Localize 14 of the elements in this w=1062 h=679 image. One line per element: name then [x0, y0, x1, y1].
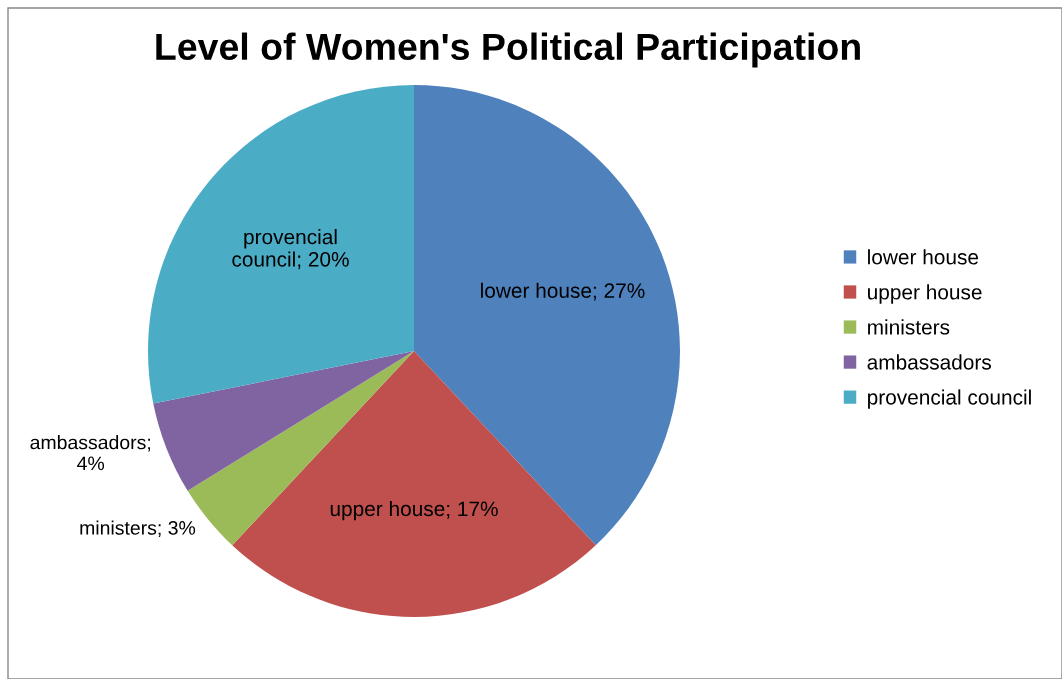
- data-label: ambassadors; 4%: [30, 435, 151, 471]
- pie-slice: [153, 351, 414, 491]
- legend-label: lower house: [868, 249, 979, 265]
- chart-title: Level of Women's Political Participation: [156, 32, 860, 68]
- legend-label: ministers: [868, 319, 950, 335]
- pie-slice: [148, 85, 414, 404]
- legend-label: ambassadors: [867, 354, 991, 370]
- data-label: provencial council; 20%: [232, 228, 349, 270]
- data-label: lower house; 27%: [481, 282, 645, 301]
- data-label: ministers; 3%: [80, 520, 196, 538]
- legend-label: upper house: [868, 284, 982, 304]
- pie-slice: [232, 351, 596, 617]
- data-label: upper house; 17%: [330, 500, 498, 521]
- legend-label: provencial council: [868, 389, 1031, 409]
